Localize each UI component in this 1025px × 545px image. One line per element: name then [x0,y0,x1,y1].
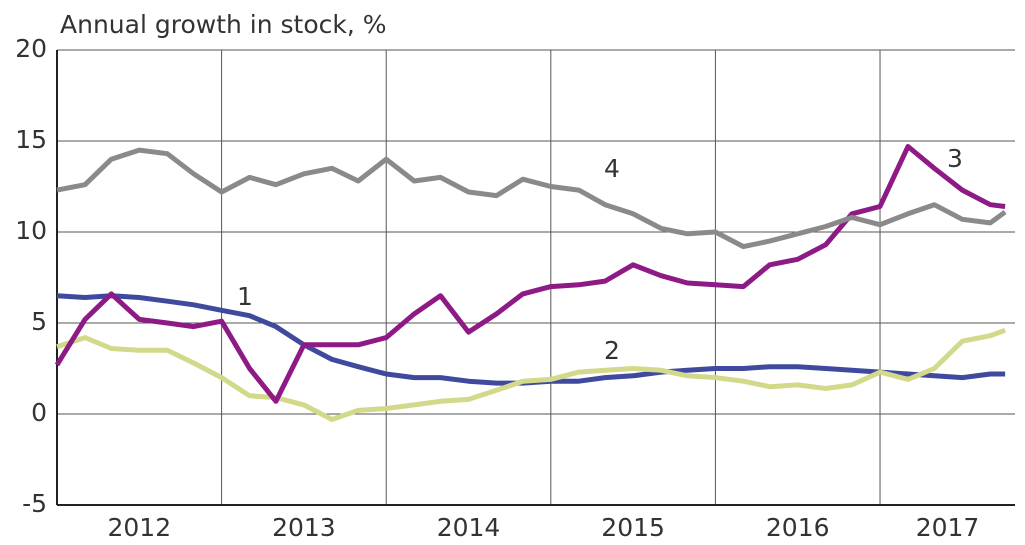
y-tick-label: 0 [31,398,47,427]
x-tick-label: 2016 [766,513,830,542]
series-line [56,293,1006,386]
series-label: 3 [947,144,963,173]
y-tick-label: 15 [15,125,47,154]
series-label: 4 [604,154,620,183]
x-tick-label: 2014 [437,513,501,542]
series-label: 1 [237,282,253,311]
y-tick-label: 10 [15,216,47,245]
y-tick-label: 5 [31,307,47,336]
series-line [56,327,1006,422]
x-tick-label: 2017 [916,513,980,542]
x-tick-label: 2015 [601,513,665,542]
chart-title: Annual growth in stock, % [60,10,387,39]
series-line [54,144,1006,404]
y-tick-label: 20 [15,34,47,63]
y-tick-label: -5 [22,489,47,518]
x-tick-label: 2013 [272,513,336,542]
series-line [56,147,1007,250]
x-tick-label: 2012 [107,513,171,542]
series-label: 2 [604,336,620,365]
